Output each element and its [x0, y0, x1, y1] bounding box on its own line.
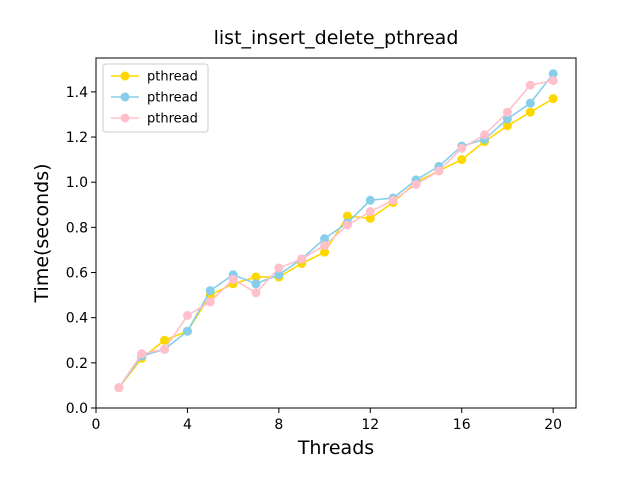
- x-tick-label: 20: [544, 417, 562, 433]
- legend-entry-1: pthread: [111, 70, 198, 85]
- x-tick-label: 8: [274, 417, 283, 433]
- y-tick-label: 0.8: [66, 220, 88, 236]
- data-point: [342, 211, 352, 221]
- data-point: [502, 107, 512, 117]
- legend-marker: [120, 113, 130, 123]
- data-point: [137, 349, 147, 359]
- data-point: [365, 213, 375, 223]
- data-point: [320, 247, 330, 257]
- data-point: [457, 155, 467, 165]
- y-tick-label: 0.4: [66, 311, 88, 327]
- data-point: [365, 195, 375, 205]
- x-axis: 0 4 8 12 16 20: [92, 408, 562, 433]
- data-point: [251, 272, 261, 282]
- data-point: [502, 121, 512, 131]
- data-point: [320, 234, 330, 244]
- series-1: [114, 94, 558, 393]
- legend-label: pthread: [147, 91, 198, 106]
- data-point: [251, 279, 261, 289]
- data-point: [297, 254, 307, 264]
- y-tick-label: 0.6: [66, 266, 88, 282]
- data-point: [525, 98, 535, 108]
- x-axis-label: Threads: [297, 437, 374, 459]
- data-point: [342, 220, 352, 230]
- legend-box: [102, 63, 209, 133]
- y-tick-label: 0.2: [66, 356, 88, 372]
- legend: pthread pthread pthread: [102, 63, 209, 133]
- legend-marker: [120, 92, 130, 102]
- data-point: [114, 383, 124, 393]
- data-point: [205, 286, 215, 296]
- data-point: [251, 288, 261, 298]
- legend-entry-2: pthread: [111, 91, 198, 106]
- data-point: [274, 263, 284, 273]
- x-tick-label: 4: [183, 417, 192, 433]
- data-point: [274, 270, 284, 280]
- y-tick-label: 1.2: [66, 130, 88, 146]
- plot-frame: [95, 57, 577, 409]
- plot-area: [95, 57, 577, 409]
- data-point: [160, 335, 170, 345]
- data-point: [480, 130, 490, 140]
- data-point: [182, 326, 192, 336]
- chart-title: list_insert_delete_pthread: [214, 27, 459, 49]
- data-point: [548, 94, 558, 104]
- y-axis: 0.0 0.2 0.4 0.6 0.8 1.0 1.2 1.4: [66, 85, 96, 417]
- data-point: [525, 80, 535, 90]
- legend-entry-3: pthread: [111, 112, 198, 127]
- y-tick-label: 1.4: [66, 85, 88, 101]
- legend-marker: [120, 71, 130, 81]
- data-point: [457, 143, 467, 153]
- data-point: [205, 297, 215, 307]
- data-point: [548, 76, 558, 86]
- data-point: [434, 166, 444, 176]
- data-point: [365, 207, 375, 217]
- data-point: [502, 114, 512, 124]
- y-axis-label: Time(seconds): [31, 164, 53, 304]
- data-point: [160, 344, 170, 354]
- legend-label: pthread: [147, 112, 198, 127]
- data-point: [320, 240, 330, 250]
- data-point: [548, 69, 558, 79]
- legend-label: pthread: [147, 70, 198, 85]
- data-point: [388, 195, 398, 205]
- data-point: [182, 310, 192, 320]
- data-point: [411, 179, 421, 189]
- x-tick-label: 12: [361, 417, 379, 433]
- x-tick-label: 16: [453, 417, 471, 433]
- data-point: [525, 107, 535, 117]
- data-point: [228, 274, 238, 284]
- chart-marks: [114, 69, 558, 393]
- series-3: [114, 76, 558, 393]
- y-tick-label: 1.0: [66, 175, 88, 191]
- x-tick-label: 0: [92, 417, 101, 433]
- y-tick-label: 0.0: [66, 401, 88, 417]
